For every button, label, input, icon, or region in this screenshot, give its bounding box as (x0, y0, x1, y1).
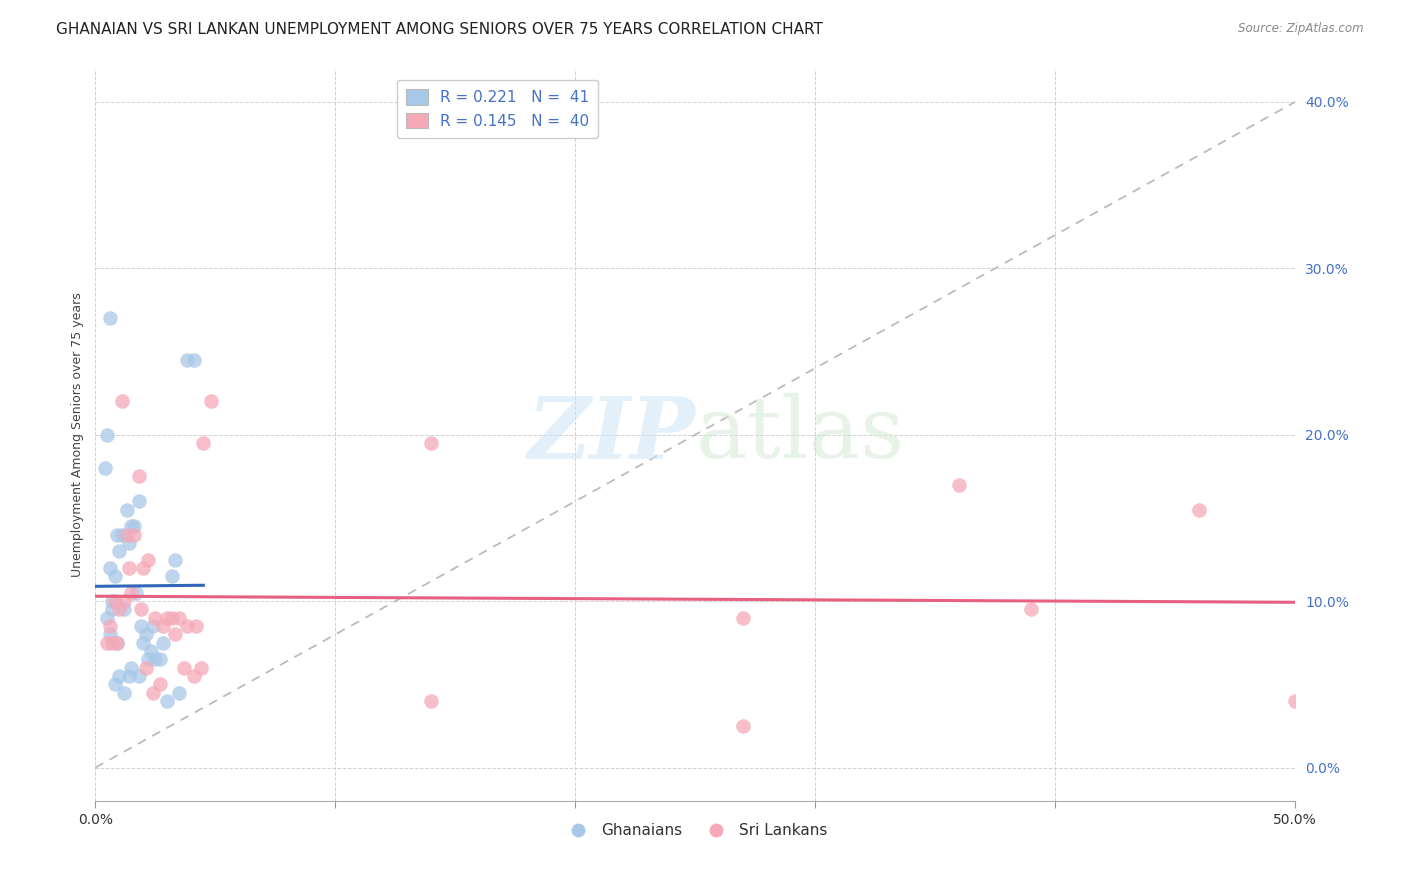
Point (190, 661, 212, 675)
Point (103, 569, 125, 583)
Point (98, 627, 121, 641)
Point (142, 619, 165, 633)
Point (169, 686, 191, 700)
Point (163, 627, 186, 641)
Point (128, 669, 150, 683)
Point (136, 652, 159, 666)
Point (103, 677, 125, 691)
Point (193, 436, 215, 450)
Point (176, 352, 198, 367)
Point (173, 661, 195, 675)
Point (120, 519, 142, 533)
Point (143, 611, 166, 625)
Point (156, 694, 179, 708)
Point (115, 527, 138, 541)
Point (152, 636, 174, 650)
Point (112, 594, 135, 608)
Point (103, 594, 125, 608)
Point (139, 644, 162, 658)
Point (142, 686, 165, 700)
Point (183, 669, 205, 683)
Point (156, 611, 179, 625)
Point (118, 669, 141, 683)
Point (163, 552, 186, 566)
Point (200, 394, 222, 409)
Point (111, 527, 134, 541)
Point (94, 461, 117, 475)
Point (101, 636, 124, 650)
Point (105, 636, 128, 650)
Point (122, 527, 145, 541)
Point (125, 586, 148, 600)
Text: Source: ZipAtlas.com: Source: ZipAtlas.com (1239, 22, 1364, 36)
Point (108, 544, 131, 558)
Point (1019, 602, 1042, 616)
Point (98, 619, 121, 633)
Point (160, 611, 183, 625)
Point (132, 561, 155, 575)
Point (96, 611, 118, 625)
Point (132, 636, 155, 650)
Point (101, 594, 124, 608)
Point (105, 527, 128, 541)
Point (160, 569, 183, 583)
Point (183, 352, 205, 367)
Point (733, 611, 755, 625)
Point (105, 636, 128, 650)
Text: atlas: atlas (696, 393, 904, 476)
Text: ZIP: ZIP (527, 393, 696, 476)
Point (1188, 502, 1211, 516)
Point (128, 494, 150, 508)
Point (98, 561, 121, 575)
Point (128, 469, 150, 483)
Point (136, 552, 159, 566)
Point (948, 477, 970, 491)
Point (98, 311, 121, 326)
Point (176, 619, 198, 633)
Point (96, 427, 118, 442)
Point (122, 519, 145, 533)
Point (120, 586, 142, 600)
Point (129, 602, 152, 616)
Point (108, 602, 131, 616)
Point (149, 652, 172, 666)
Point (420, 694, 443, 708)
Point (149, 677, 172, 691)
Point (129, 619, 152, 633)
Point (120, 661, 142, 675)
Point (186, 619, 208, 633)
Point (135, 661, 157, 675)
Legend: Ghanaians, Sri Lankans: Ghanaians, Sri Lankans (557, 817, 834, 845)
Point (112, 686, 135, 700)
Point (733, 719, 755, 733)
Point (1284, 694, 1306, 708)
Point (115, 502, 138, 516)
Point (169, 611, 191, 625)
Point (108, 669, 131, 683)
Point (111, 394, 134, 409)
Point (118, 561, 141, 575)
Point (420, 436, 443, 450)
Point (135, 627, 157, 641)
Y-axis label: Unemployment Among Seniors over 75 years: Unemployment Among Seniors over 75 years (72, 293, 84, 577)
Point (143, 652, 166, 666)
Point (96, 636, 118, 650)
Point (112, 602, 135, 616)
Point (101, 602, 124, 616)
Text: GHANAIAN VS SRI LANKAN UNEMPLOYMENT AMONG SENIORS OVER 75 YEARS CORRELATION CHAR: GHANAIAN VS SRI LANKAN UNEMPLOYMENT AMON… (56, 22, 823, 37)
Point (118, 536, 141, 550)
Point (152, 619, 174, 633)
